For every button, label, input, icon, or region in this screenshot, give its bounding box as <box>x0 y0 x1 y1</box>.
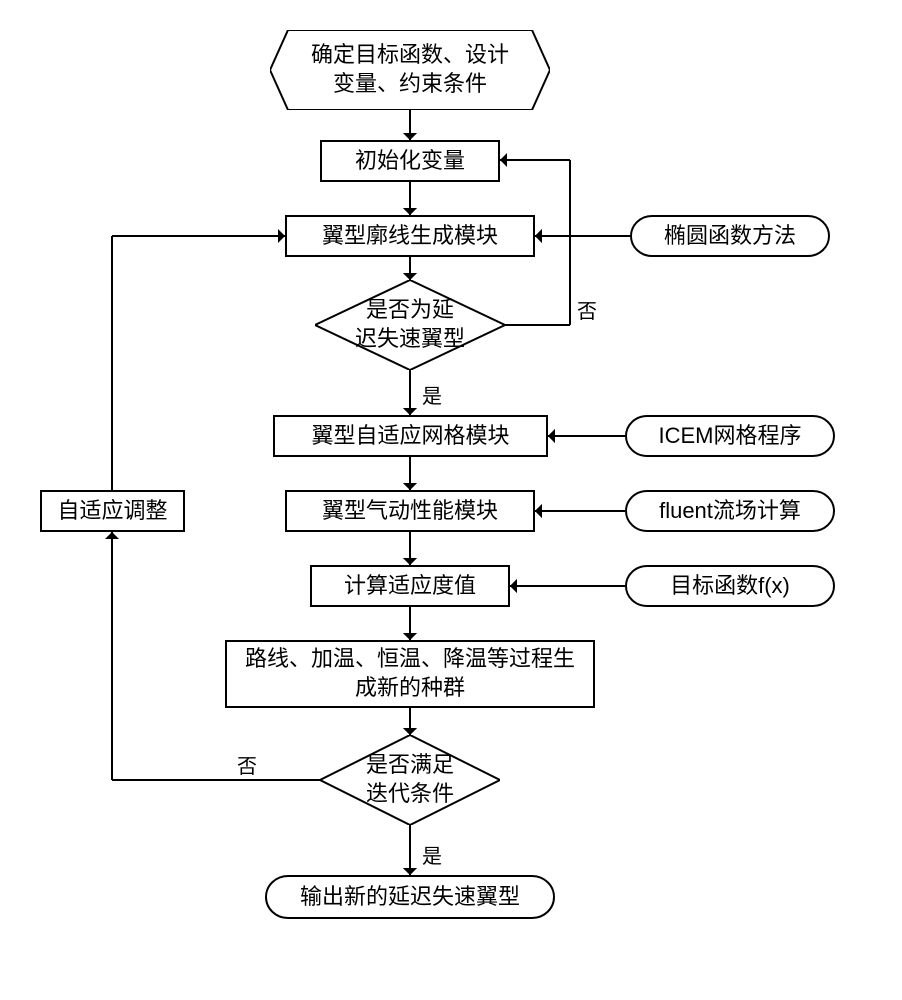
node-text-output: 输出新的延迟失速翼型 <box>292 879 528 916</box>
node-adaptive_adjust: 自适应调整 <box>40 490 185 532</box>
arrow-head <box>403 483 417 490</box>
node-new_pop: 路线、加温、恒温、降温等过程生成新的种群 <box>225 640 595 708</box>
edge-segment <box>112 779 320 781</box>
node-output: 输出新的延迟失速翼型 <box>265 875 555 919</box>
edge-label-4: 是 <box>420 380 444 409</box>
node-text-fitness: 计算适应度值 <box>336 568 484 605</box>
node-objective: 目标函数f(x) <box>625 565 835 607</box>
arrow-head <box>535 504 542 518</box>
node-fluent: fluent流场计算 <box>625 490 835 532</box>
node-adaptive_mesh: 翼型自适应网格模块 <box>273 415 548 457</box>
arrow-head <box>403 868 417 875</box>
node-text-icem: ICEM网格程序 <box>650 418 809 455</box>
arrow-head <box>403 728 417 735</box>
edge-segment <box>535 235 630 237</box>
edge-segment <box>535 510 625 512</box>
node-text-decision2: 是否满足迭代条件 <box>358 747 462 812</box>
arrow-head <box>278 229 285 243</box>
edge-segment <box>569 160 571 325</box>
arrow-head <box>403 133 417 140</box>
arrow-head <box>403 558 417 565</box>
node-decision1: 是否为延迟失速翼型 <box>315 280 505 370</box>
arrow-head <box>510 579 517 593</box>
arrow-head <box>403 633 417 640</box>
edge-segment <box>505 324 570 326</box>
node-text-aero_perf: 翼型气动性能模块 <box>314 493 506 530</box>
node-text-profile_gen: 翼型廓线生成模块 <box>314 218 506 255</box>
node-text-objective: 目标函数f(x) <box>662 568 798 605</box>
node-text-ellipse_method: 椭圆函数方法 <box>656 218 804 255</box>
node-ellipse_method: 椭圆函数方法 <box>630 215 830 257</box>
edge-segment <box>500 159 570 161</box>
edge-label-decision2_no: 否 <box>235 750 259 779</box>
edge-segment <box>111 236 113 490</box>
node-fitness: 计算适应度值 <box>310 565 510 607</box>
node-text-adaptive_adjust: 自适应调整 <box>49 493 175 530</box>
node-init: 初始化变量 <box>320 140 500 182</box>
edge-segment <box>112 235 285 237</box>
node-text-decision1: 是否为延迟失速翼型 <box>347 292 473 357</box>
edge-label-12: 是 <box>420 840 444 869</box>
arrow-head <box>535 229 542 243</box>
arrow-head <box>403 273 417 280</box>
edge-segment <box>548 435 625 437</box>
arrow-head <box>403 208 417 215</box>
node-start: 确定目标函数、设计变量、约束条件 <box>270 30 550 110</box>
arrow-head <box>403 408 417 415</box>
node-aero_perf: 翼型气动性能模块 <box>285 490 535 532</box>
arrow-head <box>548 429 555 443</box>
node-text-init: 初始化变量 <box>347 143 473 180</box>
node-decision2: 是否满足迭代条件 <box>320 735 500 825</box>
node-icem: ICEM网格程序 <box>625 415 835 457</box>
node-text-new_pop: 路线、加温、恒温、降温等过程生成新的种群 <box>237 641 583 706</box>
node-text-adaptive_mesh: 翼型自适应网格模块 <box>303 418 517 455</box>
node-profile_gen: 翼型廓线生成模块 <box>285 215 535 257</box>
edge-segment <box>111 532 113 780</box>
arrow-head <box>105 532 119 539</box>
edge-segment <box>510 585 625 587</box>
node-text-fluent: fluent流场计算 <box>651 493 809 530</box>
node-text-start: 确定目标函数、设计变量、约束条件 <box>303 37 517 102</box>
arrow-head <box>500 153 507 167</box>
edge-label-decision1_no: 否 <box>575 295 599 324</box>
